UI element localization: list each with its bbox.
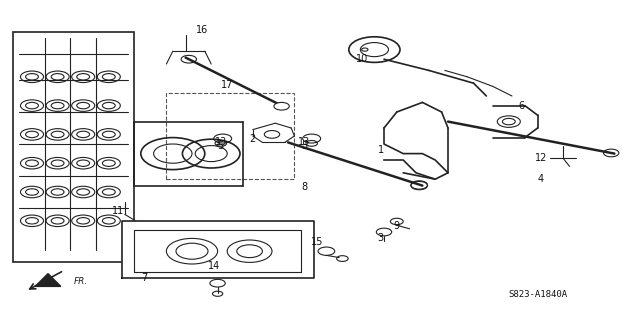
Text: 6: 6: [518, 100, 525, 111]
Text: 5: 5: [301, 140, 307, 151]
Text: 9: 9: [394, 220, 400, 231]
Circle shape: [274, 102, 289, 110]
Text: 8: 8: [301, 182, 307, 192]
Text: 17: 17: [221, 80, 234, 90]
Text: 7: 7: [141, 273, 147, 284]
Text: 4: 4: [538, 174, 544, 184]
FancyBboxPatch shape: [13, 32, 134, 262]
Polygon shape: [122, 221, 314, 278]
Text: 16: 16: [195, 25, 208, 36]
Text: 3: 3: [378, 233, 384, 244]
Text: FR.: FR.: [74, 277, 88, 286]
Polygon shape: [35, 274, 61, 286]
Text: 13: 13: [298, 137, 310, 148]
Bar: [166, 93, 294, 179]
Text: 13: 13: [214, 137, 227, 148]
Text: 2: 2: [250, 134, 256, 144]
Text: 5: 5: [218, 140, 224, 151]
Text: 12: 12: [534, 153, 547, 164]
Text: S823-A1840A: S823-A1840A: [508, 290, 567, 299]
Text: 11: 11: [112, 206, 125, 216]
Text: 15: 15: [310, 236, 323, 247]
Text: 14: 14: [208, 260, 221, 271]
Text: 10: 10: [355, 54, 368, 64]
Text: 1: 1: [378, 145, 384, 156]
